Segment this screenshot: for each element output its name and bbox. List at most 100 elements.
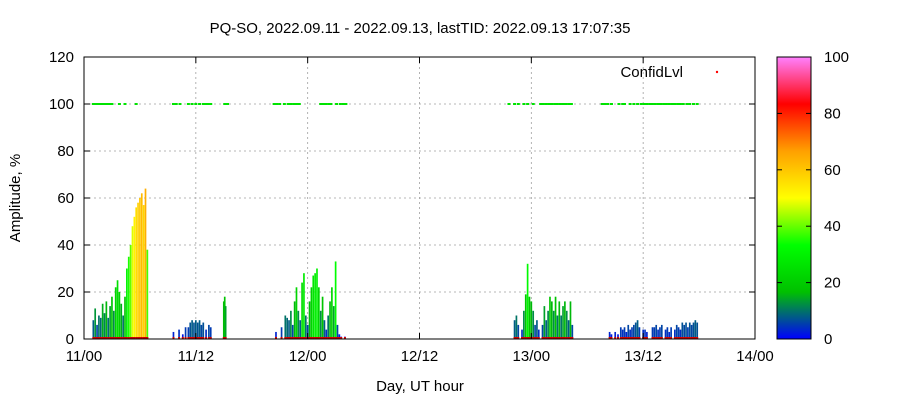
- baseline-marker: [554, 337, 557, 339]
- confidence-point: [278, 103, 282, 105]
- amplitude-bar: [547, 310, 549, 339]
- baseline-marker: [181, 337, 184, 339]
- confidence-point: [106, 103, 110, 105]
- amplitude-bar: [129, 245, 132, 339]
- baseline-marker: [92, 337, 95, 339]
- amplitude-bar: [552, 310, 555, 339]
- baseline-marker: [286, 337, 289, 339]
- baseline-marker: [334, 337, 337, 339]
- baseline-marker: [630, 337, 633, 339]
- confidence-point: [123, 103, 127, 105]
- amplitude-bar: [304, 315, 307, 339]
- baseline-marker: [135, 337, 138, 339]
- baseline-marker: [629, 337, 632, 339]
- amplitude-bar: [321, 296, 324, 339]
- amplitude-bar: [131, 226, 134, 339]
- baseline-marker: [534, 337, 537, 339]
- amplitude-bar: [670, 327, 672, 339]
- baseline-marker: [196, 337, 199, 339]
- baseline-marker: [295, 337, 298, 339]
- amplitude-bar: [275, 331, 277, 339]
- baseline-marker: [293, 337, 296, 339]
- amplitude-bar: [94, 308, 97, 339]
- amplitude-bar: [92, 320, 95, 339]
- y-tick-label: 60: [57, 190, 74, 207]
- baseline-marker: [552, 337, 555, 339]
- baseline-marker: [569, 337, 572, 339]
- baseline-marker: [526, 337, 529, 339]
- baseline-marker: [644, 337, 647, 339]
- amplitude-bar: [312, 275, 315, 339]
- baseline-marker: [655, 337, 658, 339]
- baseline-marker: [651, 337, 654, 339]
- confidence-point: [294, 103, 298, 105]
- baseline-marker: [685, 337, 688, 339]
- confidence-point: [632, 103, 636, 105]
- confidence-point: [201, 103, 205, 105]
- confidence-point: [628, 103, 632, 105]
- baseline-marker: [97, 337, 100, 339]
- amplitude-bar: [696, 322, 699, 339]
- confidence-point: [569, 103, 573, 105]
- amplitude-bar: [694, 320, 697, 339]
- confidence-point: [327, 103, 331, 105]
- baseline-marker: [184, 337, 187, 339]
- baseline-marker: [205, 337, 208, 339]
- baseline-marker: [547, 337, 550, 339]
- baseline-marker: [556, 337, 559, 339]
- confidence-point: [623, 103, 627, 105]
- amplitude-bar: [318, 287, 320, 339]
- baseline-marker: [623, 337, 626, 339]
- baseline-marker: [696, 337, 699, 339]
- baseline-marker: [548, 337, 551, 339]
- confidence-point: [547, 103, 551, 105]
- confidence-point: [673, 103, 677, 105]
- baseline-marker: [310, 337, 313, 339]
- amplitude-bar: [623, 327, 626, 339]
- confidence-point: [206, 103, 210, 105]
- baseline-marker: [679, 337, 682, 339]
- baseline-marker: [325, 337, 328, 339]
- baseline-marker: [541, 337, 544, 339]
- baseline-marker: [140, 337, 143, 339]
- amplitude-bar: [571, 324, 574, 339]
- chart-title: PQ-SO, 2022.09.11 - 2022.09.13, lastTID:…: [210, 20, 631, 37]
- baseline-marker: [110, 337, 113, 339]
- amplitude-bar: [178, 329, 180, 339]
- colorbar-tick-label: 60: [824, 162, 841, 179]
- amplitude-bar: [336, 324, 339, 339]
- confidence-point: [681, 103, 685, 105]
- amplitude-bar: [98, 315, 100, 339]
- baseline-marker: [200, 337, 203, 339]
- amplitude-bar: [172, 331, 175, 339]
- confidence-point: [97, 103, 101, 105]
- confidence-point: [282, 103, 286, 105]
- amplitude-bar: [567, 320, 570, 339]
- amplitude-bar: [205, 329, 207, 339]
- confidence-point: [335, 103, 339, 105]
- confidence-point: [338, 103, 342, 105]
- amplitude-bar: [636, 320, 639, 339]
- amplitude-bar: [99, 317, 102, 339]
- amplitude-bar: [286, 317, 289, 339]
- amplitude-bar: [646, 331, 648, 339]
- amplitude-bar: [550, 301, 553, 339]
- confidence-point: [609, 103, 613, 105]
- amplitude-bar: [224, 306, 227, 339]
- amplitude-bar: [140, 193, 143, 339]
- baseline-marker: [323, 337, 326, 339]
- amplitude-bar: [314, 273, 316, 339]
- amplitude-bar: [679, 329, 682, 339]
- baseline-marker: [315, 337, 318, 339]
- confidence-point: [226, 103, 230, 105]
- confidence-point: [621, 103, 625, 105]
- x-tick-label: 12/12: [401, 348, 439, 365]
- baseline-marker: [627, 337, 630, 339]
- confidence-point: [645, 103, 649, 105]
- confidence-point: [292, 103, 296, 105]
- baseline-marker: [340, 337, 343, 339]
- baseline-marker: [304, 337, 307, 339]
- confidence-point: [648, 103, 652, 105]
- confidence-point: [695, 103, 699, 105]
- amplitude-bar: [208, 324, 210, 339]
